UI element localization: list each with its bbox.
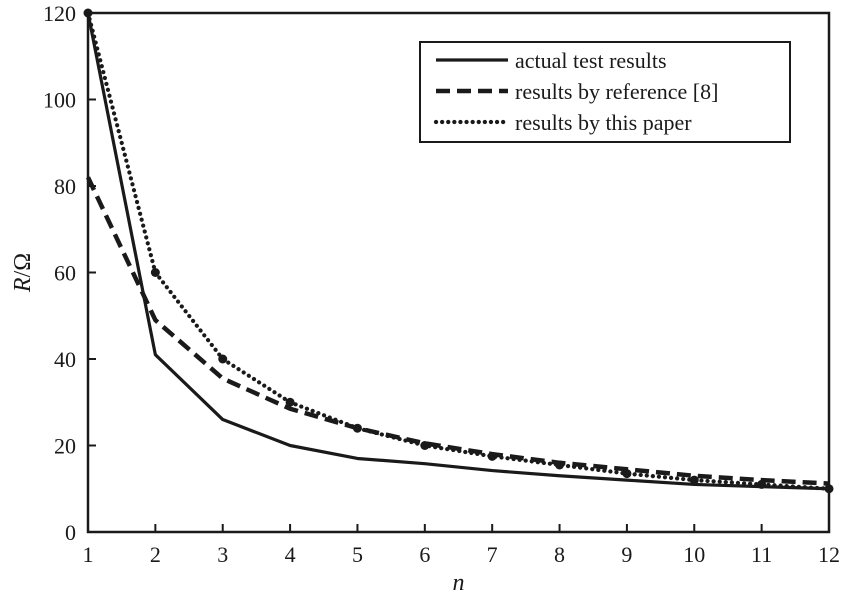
x-tick-label: 12 — [818, 542, 840, 567]
legend-label: actual test results — [515, 48, 667, 73]
series-line-3 — [85, 10, 832, 491]
x-tick-label: 9 — [621, 542, 632, 567]
series-1 — [86, 12, 830, 491]
y-tick-label: 0 — [65, 520, 76, 545]
x-tick-label: 3 — [217, 542, 228, 567]
x-axis-label: n — [453, 570, 465, 596]
y-tick-label: 40 — [54, 347, 76, 372]
series-3 — [83, 8, 834, 494]
data-point — [824, 484, 834, 494]
legend-entry-1: actual test results — [436, 48, 667, 73]
legend-label: results by this paper — [515, 110, 692, 135]
legend-entry-2: results by reference [8] — [436, 79, 718, 104]
data-point — [83, 8, 93, 18]
y-tick-label: 20 — [54, 434, 76, 459]
x-tick-label: 5 — [352, 542, 363, 567]
x-tick-label: 2 — [150, 542, 161, 567]
x-tick-label: 4 — [285, 542, 296, 567]
y-axis-unit: /Ω — [10, 253, 36, 278]
x-tick-label: 8 — [554, 542, 565, 567]
data-point — [689, 475, 699, 485]
series-line-1 — [86, 12, 830, 491]
x-tick-label: 6 — [419, 542, 430, 567]
y-axis-variable: R — [10, 277, 36, 293]
y-tick-label: 100 — [43, 88, 76, 113]
data-point — [622, 469, 632, 479]
legend-entry-3: results by this paper — [433, 110, 692, 135]
series-2 — [85, 176, 830, 486]
series-line-2 — [85, 176, 830, 486]
x-tick-label: 10 — [683, 542, 705, 567]
legend-label: results by reference [8] — [515, 79, 718, 104]
data-point — [487, 451, 497, 461]
y-axis-label: R/Ω — [10, 253, 36, 293]
legend: actual test results results by reference … — [419, 41, 791, 143]
data-point — [420, 441, 430, 450]
data-point — [150, 268, 160, 277]
data-point — [555, 460, 565, 470]
x-tick-label: 1 — [83, 542, 94, 567]
data-point — [218, 354, 228, 364]
series-lines — [83, 8, 834, 494]
y-tick-label: 80 — [54, 174, 76, 199]
x-tick-label: 11 — [751, 542, 772, 567]
data-point — [757, 479, 767, 489]
y-tick-label: 60 — [54, 261, 76, 286]
x-tick-label: 7 — [487, 542, 498, 567]
data-point — [352, 423, 362, 433]
data-point — [285, 397, 295, 407]
y-tick-label: 120 — [43, 1, 76, 26]
